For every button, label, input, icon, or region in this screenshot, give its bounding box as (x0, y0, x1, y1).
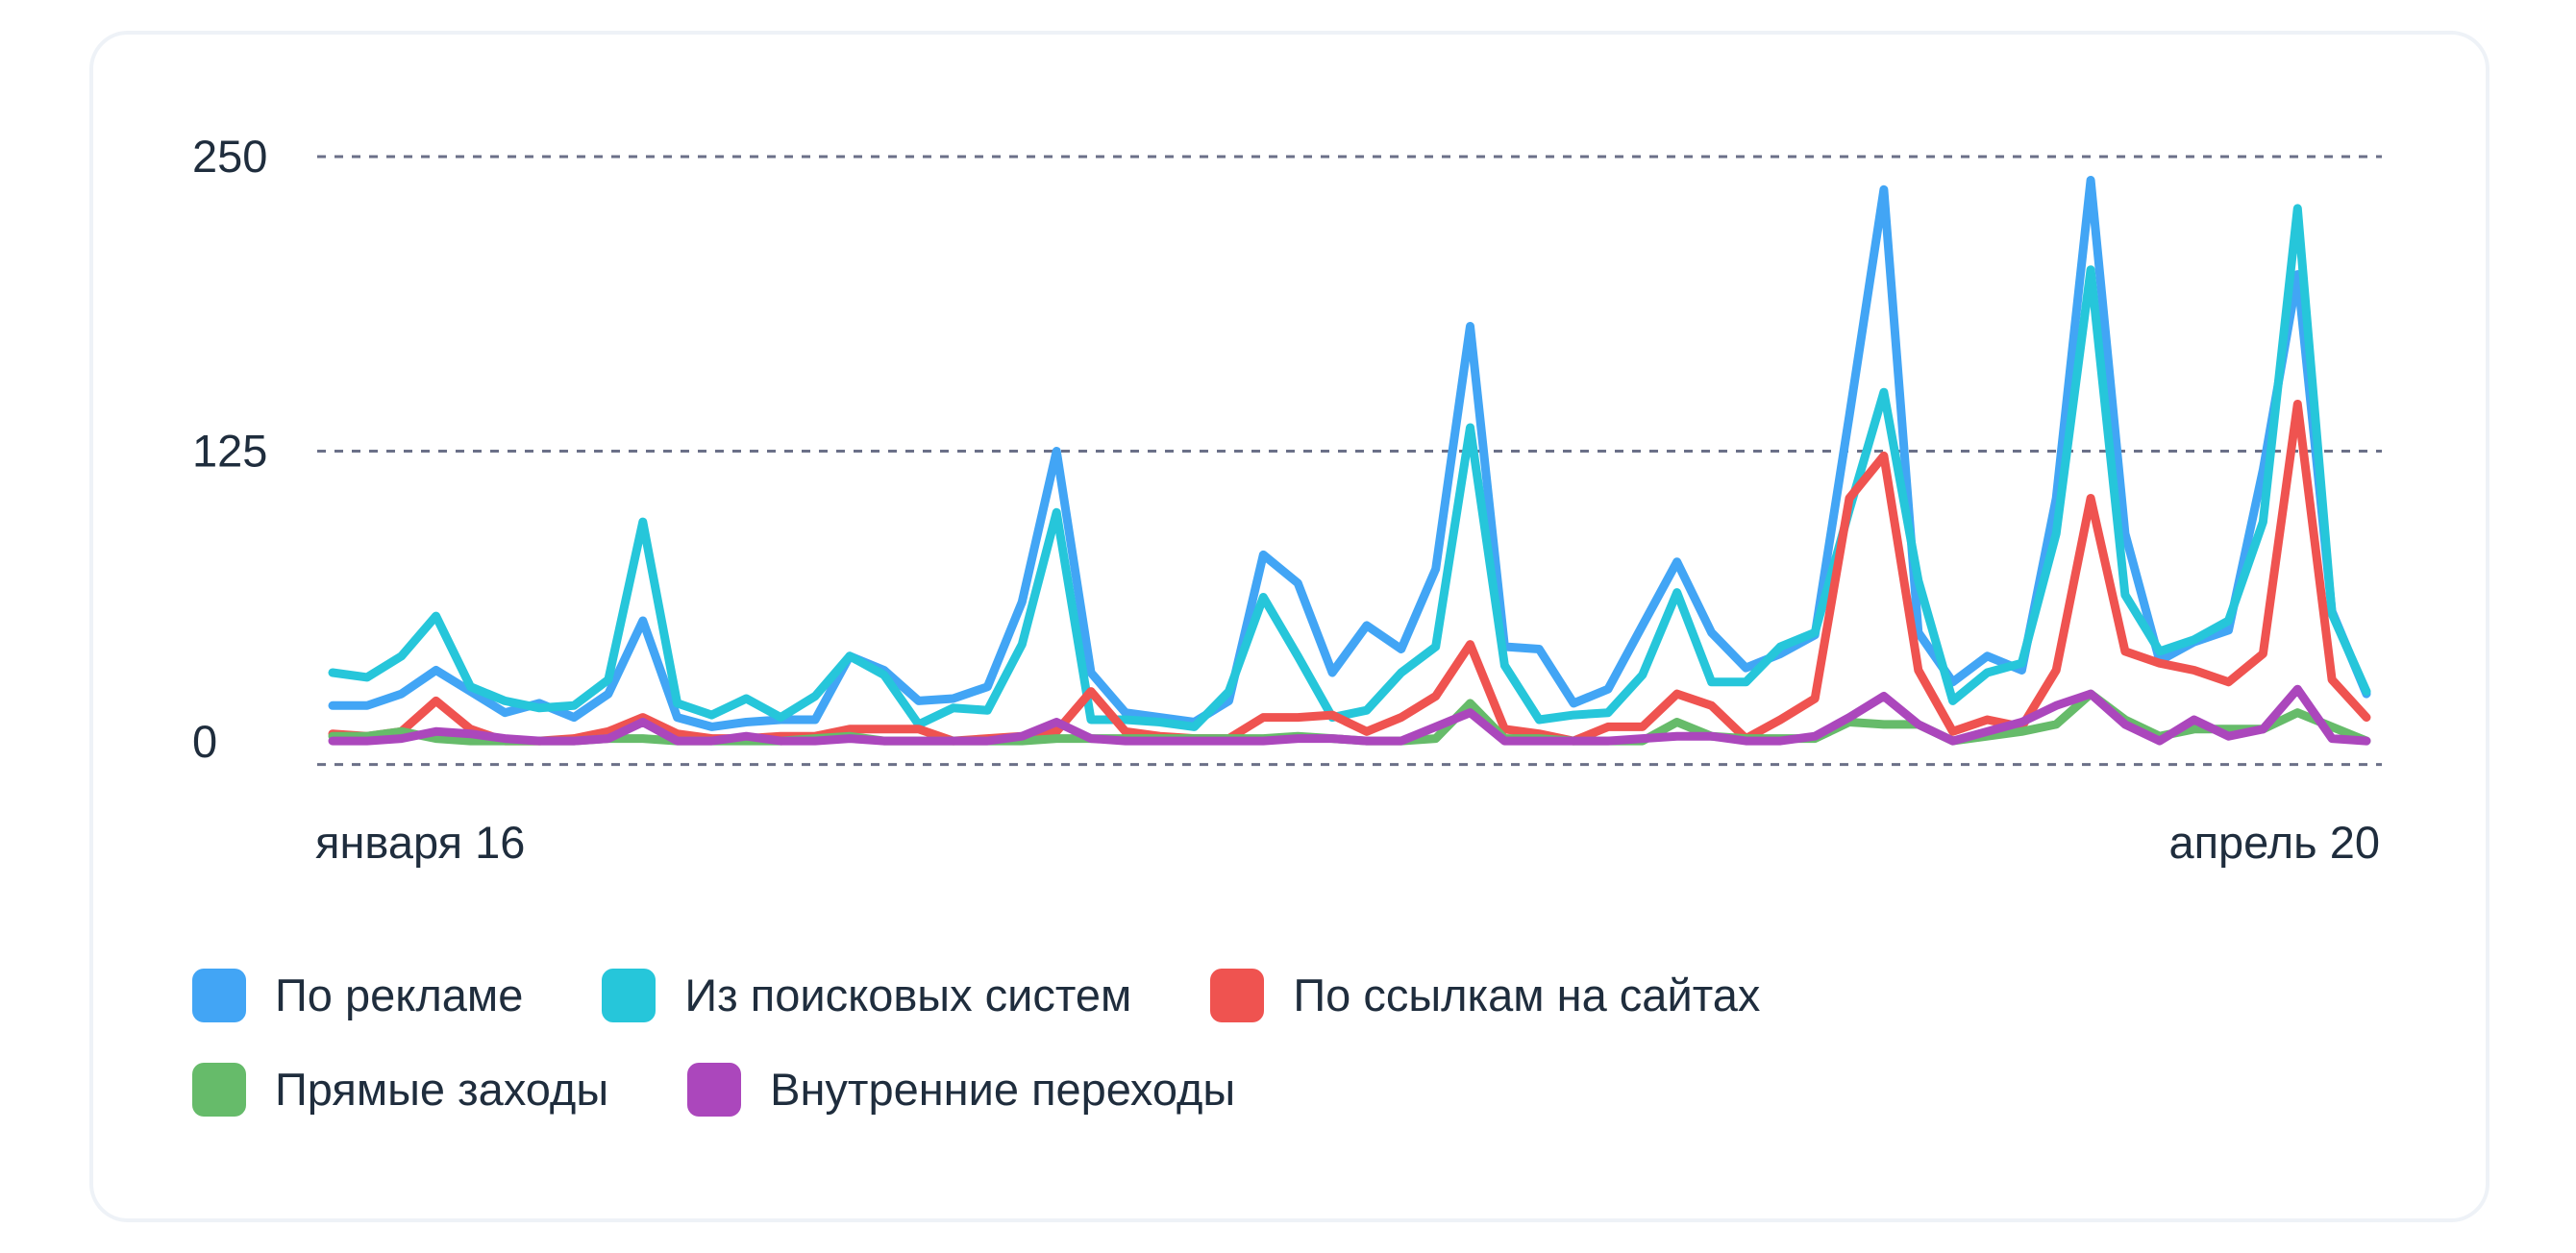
y-tick-label: 0 (192, 716, 217, 767)
legend-label: Внутренние переходы (770, 1064, 1236, 1115)
legend-item-links[interactable]: По ссылкам на сайтах (1210, 969, 1760, 1022)
legend-row: По рекламе Из поисковых систем По ссылка… (192, 967, 2403, 1024)
x-tick-labels: января 16 апрель 20 (315, 817, 2380, 868)
y-tick-label: 125 (192, 426, 267, 477)
series-line-4 (328, 684, 2371, 746)
legend-item-internal[interactable]: Внутренние переходы (687, 1063, 1235, 1117)
legend-row: Прямые заходы Внутренние переходы (192, 1061, 2403, 1118)
legend-swatch (602, 969, 656, 1022)
legend-label: По ссылкам на сайтах (1293, 970, 1761, 1020)
series-lines (328, 176, 2371, 746)
y-tick-label: 250 (192, 131, 267, 182)
legend-swatch (1210, 969, 1265, 1022)
legend-swatch (192, 1063, 246, 1117)
legend-swatch (687, 1063, 742, 1117)
legend-swatch (192, 969, 246, 1022)
legend-label: По рекламе (275, 970, 524, 1020)
y-tick-labels: 0 125 250 (192, 131, 267, 767)
legend: По рекламе Из поисковых систем По ссылка… (192, 967, 2403, 1155)
legend-item-direct[interactable]: Прямые заходы (192, 1063, 608, 1117)
gridlines (317, 155, 2382, 767)
series-line-1 (328, 204, 2371, 731)
x-tick-label-first: января 16 (315, 817, 525, 868)
legend-label: Из поисковых систем (684, 970, 1132, 1020)
x-tick-label-last: апрель 20 (2168, 817, 2380, 868)
legend-item-ads[interactable]: По рекламе (192, 969, 523, 1022)
legend-label: Прямые заходы (275, 1064, 609, 1115)
legend-item-search[interactable]: Из поисковых систем (602, 969, 1131, 1022)
